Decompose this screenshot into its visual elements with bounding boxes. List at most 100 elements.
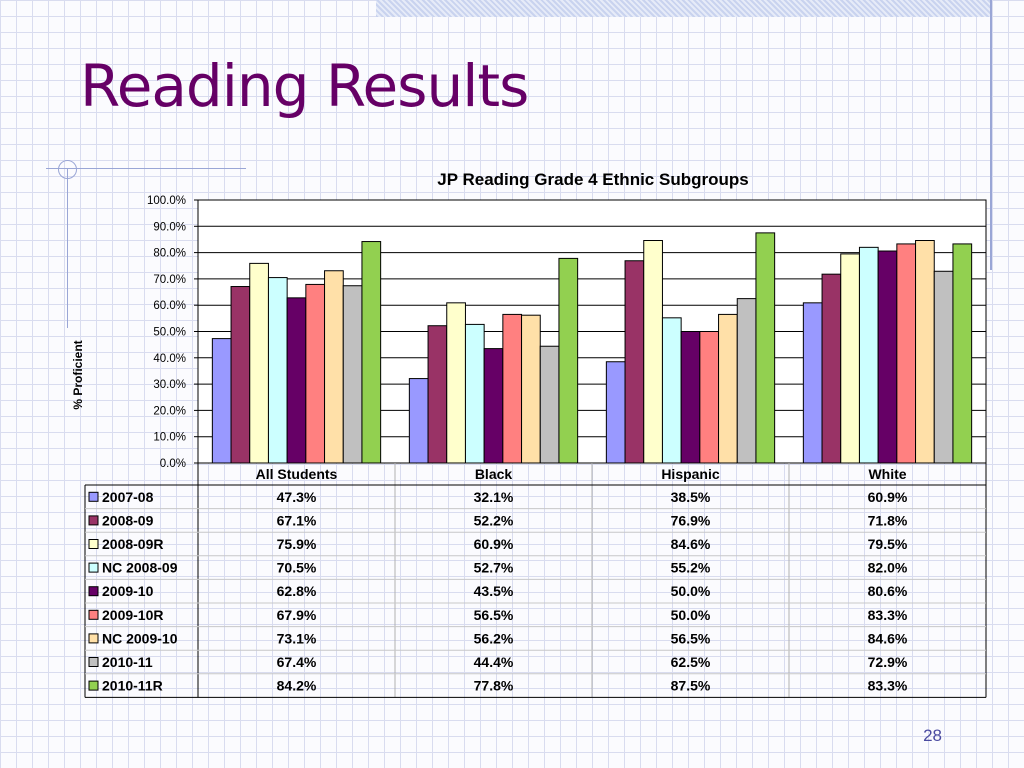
data-label: 38.5%	[671, 489, 711, 505]
legend-label: NC 2008-09	[102, 560, 178, 576]
category-label: Black	[475, 466, 513, 482]
legend-label: NC 2009-10	[102, 630, 178, 646]
legend-label: 2007-08	[102, 489, 154, 505]
y-axis-label: % Proficient	[71, 340, 85, 409]
bar	[249, 262, 269, 464]
data-label: 83.3%	[868, 607, 908, 623]
bar	[680, 331, 701, 464]
legend-label: 2009-10	[102, 583, 154, 599]
bar	[821, 273, 842, 464]
legend-key	[88, 657, 99, 667]
bar	[230, 286, 251, 464]
legend-label: 2009-10R	[102, 607, 164, 623]
data-label: 80.6%	[868, 583, 908, 599]
legend-key	[88, 491, 99, 502]
y-tick-label: 30.0%	[153, 379, 186, 391]
legend-label: 2010-11	[102, 654, 153, 670]
bar	[211, 338, 232, 464]
bar	[361, 241, 382, 464]
data-label: 70.5%	[277, 560, 317, 576]
data-label: 55.2%	[671, 560, 711, 576]
legend-label: 2010-11R	[102, 678, 163, 694]
legend-key	[88, 562, 99, 573]
bar	[643, 240, 663, 464]
bar	[802, 302, 823, 464]
bar	[933, 270, 954, 464]
data-label: 44.4%	[474, 654, 514, 670]
decoration-vertical-line	[990, 0, 992, 270]
decoration-vertical-line-short	[67, 168, 68, 328]
legend-key	[88, 539, 99, 549]
data-label: 62.5%	[671, 654, 711, 670]
chart-title: JP Reading Grade 4 Ethnic Subgroups	[437, 170, 749, 189]
bar	[305, 283, 326, 464]
data-label: 67.1%	[277, 512, 317, 528]
y-tick-label: 10.0%	[153, 432, 186, 444]
y-tick-label: 40.0%	[153, 353, 186, 365]
data-label: 75.9%	[277, 536, 317, 552]
legend-label: 2008-09R	[102, 536, 164, 552]
y-tick-label: 60.0%	[153, 300, 186, 312]
bar	[427, 325, 448, 464]
data-label: 56.5%	[474, 607, 514, 623]
bar	[521, 314, 541, 464]
data-label: 76.9%	[671, 512, 711, 528]
bar	[539, 345, 560, 464]
data-label: 50.0%	[671, 583, 711, 599]
category-label: White	[868, 466, 906, 482]
bar	[502, 313, 523, 464]
category-label: Hispanic	[661, 466, 720, 482]
bar	[286, 297, 307, 464]
bar	[718, 313, 738, 464]
data-label: 84.6%	[868, 630, 908, 646]
data-label: 56.2%	[474, 630, 514, 646]
bar	[558, 257, 579, 464]
y-tick-label: 0.0%	[160, 458, 186, 470]
decoration-circle	[58, 160, 77, 179]
data-label: 47.3%	[277, 489, 317, 505]
bar	[877, 250, 898, 464]
page-number: 28	[923, 726, 942, 745]
bar	[952, 243, 973, 464]
legend-key	[88, 586, 99, 597]
bar	[267, 277, 288, 464]
y-tick-label: 70.0%	[153, 274, 186, 286]
data-label: 32.1%	[474, 489, 514, 505]
slide-title: Reading Results	[80, 52, 529, 120]
data-label: 67.9%	[277, 607, 317, 623]
bar	[755, 232, 776, 464]
bar	[624, 260, 645, 464]
data-label: 60.9%	[868, 489, 908, 505]
legend-key	[88, 515, 99, 526]
bar	[483, 348, 504, 464]
data-label: 50.0%	[671, 607, 711, 623]
data-label: 77.8%	[474, 678, 514, 694]
bar	[605, 361, 626, 464]
data-label: 60.9%	[474, 536, 514, 552]
data-label: 84.6%	[671, 536, 711, 552]
data-label: 87.5%	[671, 678, 711, 694]
bar	[736, 298, 757, 464]
data-label: 62.8%	[277, 583, 317, 599]
bar	[858, 246, 879, 464]
legend-key	[88, 680, 99, 691]
y-tick-label: 50.0%	[153, 327, 186, 339]
data-label: 82.0%	[868, 560, 908, 576]
y-tick-label: 20.0%	[153, 405, 186, 417]
bar	[896, 243, 917, 464]
y-tick-label: 100.0%	[147, 195, 186, 207]
bar	[840, 253, 860, 464]
category-label: All Students	[256, 466, 338, 482]
data-label: 72.9%	[868, 654, 908, 670]
data-label: 43.5%	[474, 583, 514, 599]
data-label: 52.2%	[474, 512, 514, 528]
bar	[915, 240, 935, 464]
bar	[408, 378, 429, 464]
bar	[446, 302, 466, 464]
data-label: 56.5%	[671, 630, 711, 646]
bar	[699, 331, 720, 464]
legend-key	[88, 609, 99, 620]
data-label: 73.1%	[277, 630, 317, 646]
bar	[324, 270, 344, 464]
